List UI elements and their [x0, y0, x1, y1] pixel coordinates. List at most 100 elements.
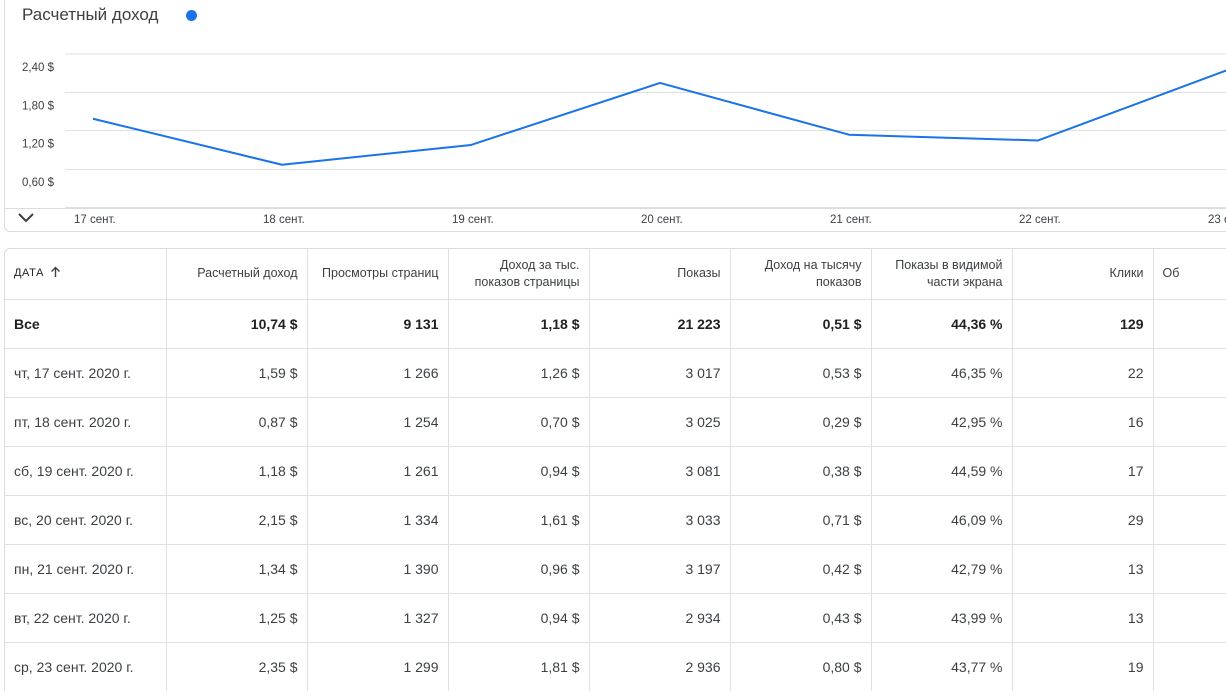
metric-cell: 0,43 $: [730, 593, 872, 643]
date-cell: пн, 21 сент. 2020 г.: [5, 544, 167, 594]
table-row: пн, 21 сент. 2020 г. 1,34 $1 390 0,96 $3 1…: [5, 544, 1226, 594]
report-table: ДАТА Расчетный доход Просмотры страниц Дохо…: [5, 249, 1226, 691]
column-header[interactable]: Показы: [589, 249, 731, 300]
legend-dot[interactable]: [186, 10, 197, 21]
metric-cell: 1,18 $: [448, 299, 590, 349]
date-cell: вт, 22 сент. 2020 г.: [5, 593, 167, 643]
metric-cell: 1 266: [307, 348, 449, 398]
revenue-chart-card: Расчетный доход 2,40 $ 1,80 $ 1,20 $ 0,60 $…: [4, 0, 1226, 232]
metric-cell: 21 223: [589, 299, 731, 349]
revenue-line-chart: 2,40 $ 1,80 $ 1,20 $ 0,60 $ 17 сент. 18 сент.…: [5, 53, 1226, 226]
metric-cell: 3 025: [589, 397, 731, 447]
metric-cell: 0,80 $: [730, 642, 872, 691]
metric-cell: 0,53 $: [730, 348, 872, 398]
metric-cell: 1,81 $: [448, 642, 590, 691]
metric-cell: 0,42 $: [730, 544, 872, 594]
metric-cell: 3 197: [589, 544, 731, 594]
metric-cell: 44,36 %: [871, 299, 1013, 349]
column-header[interactable]: Доход на тысячу показов: [730, 249, 872, 300]
metric-cell: 1,25 $: [166, 593, 308, 643]
metric-cell: 1 390: [307, 544, 449, 594]
date-cell: пт, 18 сент. 2020 г.: [5, 397, 167, 447]
table-row: вт, 22 сент. 2020 г. 1,25 $1 327 0,94 $2 9…: [5, 593, 1226, 643]
metric-cell: 0,94 $: [448, 593, 590, 643]
y-tick-label: 0,60 $: [22, 177, 55, 189]
metric-cell: 2,15 $: [166, 495, 308, 545]
column-header[interactable]: Об: [1153, 249, 1226, 300]
metric-cell: [1153, 446, 1226, 496]
table-header-row: ДАТА Расчетный доход Просмотры страниц Дохо…: [5, 249, 1226, 300]
y-tick-label: 1,20 $: [22, 139, 55, 151]
table-row: вс, 20 сент. 2020 г. 2,15 $1 334 1,61 $3 0…: [5, 495, 1226, 545]
table-row: пт, 18 сент. 2020 г. 0,87 $1 254 0,70 $3 0…: [5, 397, 1226, 447]
arrow-up-icon[interactable]: [50, 266, 61, 278]
y-tick-label: 1,80 $: [22, 100, 55, 112]
metric-cell: 1 299: [307, 642, 449, 691]
metric-cell: 46,09 %: [871, 495, 1013, 545]
metric-cell: 10,74 $: [166, 299, 308, 349]
metric-cell: 0,96 $: [448, 544, 590, 594]
metric-cell: 0,87 $: [166, 397, 308, 447]
metric-cell: 1 334: [307, 495, 449, 545]
metric-cell: 1 261: [307, 446, 449, 496]
table-row: сб, 19 сент. 2020 г. 1,18 $1 261 0,94 $3 0…: [5, 446, 1226, 496]
metric-cell: 43,77 %: [871, 642, 1013, 691]
series-line: [92, 69, 1226, 166]
metric-cell: 22: [1012, 348, 1154, 398]
x-tick-label: 22 сент.: [1019, 214, 1061, 226]
chart-title: Расчетный доход: [22, 5, 159, 24]
x-tick-label: 19 сент.: [452, 214, 494, 226]
metric-cell: 42,95 %: [871, 397, 1013, 447]
metric-cell: 42,79 %: [871, 544, 1013, 594]
metric-cell: 0,29 $: [730, 397, 872, 447]
metric-cell: 29: [1012, 495, 1154, 545]
metric-cell: [1153, 348, 1226, 398]
x-tick-label: 23 с: [1208, 214, 1226, 226]
metric-cell: 0,51 $: [730, 299, 872, 349]
metric-cell: 2,35 $: [166, 642, 308, 691]
metric-cell: 2 936: [589, 642, 731, 691]
total-row: Все 10,74 $9 131 1,18 $21 223 0,51 $44,36 %…: [5, 299, 1226, 349]
metric-cell: 1,61 $: [448, 495, 590, 545]
metric-cell: [1153, 495, 1226, 545]
table-row: ср, 23 сент. 2020 г. 2,35 $1 299 1,81 $2 9…: [5, 642, 1226, 691]
metric-cell: 13: [1012, 544, 1154, 594]
metric-cell: 46,35 %: [871, 348, 1013, 398]
metric-cell: 1,26 $: [448, 348, 590, 398]
metric-cell: 2 934: [589, 593, 731, 643]
date-cell: сб, 19 сент. 2020 г.: [5, 446, 167, 496]
metric-cell: 1 327: [307, 593, 449, 643]
metric-cell: [1153, 299, 1226, 349]
metric-cell: 1,59 $: [166, 348, 308, 398]
metric-cell: 1 254: [307, 397, 449, 447]
date-cell: чт, 17 сент. 2020 г.: [5, 348, 167, 398]
metric-cell: [1153, 397, 1226, 447]
date-cell: Все: [5, 299, 167, 349]
x-tick-label: 17 сент.: [74, 214, 116, 226]
chevron-down-icon[interactable]: [16, 210, 36, 226]
metric-cell: 0,70 $: [448, 397, 590, 447]
x-tick-label: 21 сент.: [830, 214, 872, 226]
metric-cell: [1153, 593, 1226, 643]
x-tick-label: 20 сент.: [641, 214, 683, 226]
y-tick-label: 2,40 $: [22, 62, 55, 74]
column-header-date[interactable]: ДАТА: [5, 249, 167, 300]
metric-cell: 43,99 %: [871, 593, 1013, 643]
metric-cell: 9 131: [307, 299, 449, 349]
metric-cell: 3 017: [589, 348, 731, 398]
column-header[interactable]: Просмотры страниц: [307, 249, 449, 300]
column-header[interactable]: Доход за тыс. показов страницы: [448, 249, 590, 300]
metric-cell: [1153, 642, 1226, 691]
column-header[interactable]: Клики: [1012, 249, 1154, 300]
column-header[interactable]: Расчетный доход: [166, 249, 308, 300]
metric-cell: 0,94 $: [448, 446, 590, 496]
column-header[interactable]: Показы в видимой части экрана: [871, 249, 1013, 300]
metric-cell: 3 033: [589, 495, 731, 545]
date-cell: вс, 20 сент. 2020 г.: [5, 495, 167, 545]
metric-cell: 3 081: [589, 446, 731, 496]
metric-cell: 1,34 $: [166, 544, 308, 594]
metric-cell: 0,71 $: [730, 495, 872, 545]
table-row: чт, 17 сент. 2020 г. 1,59 $1 266 1,26 $3 0…: [5, 348, 1226, 398]
metric-cell: 16: [1012, 397, 1154, 447]
column-header-label: ДАТА: [14, 267, 45, 280]
